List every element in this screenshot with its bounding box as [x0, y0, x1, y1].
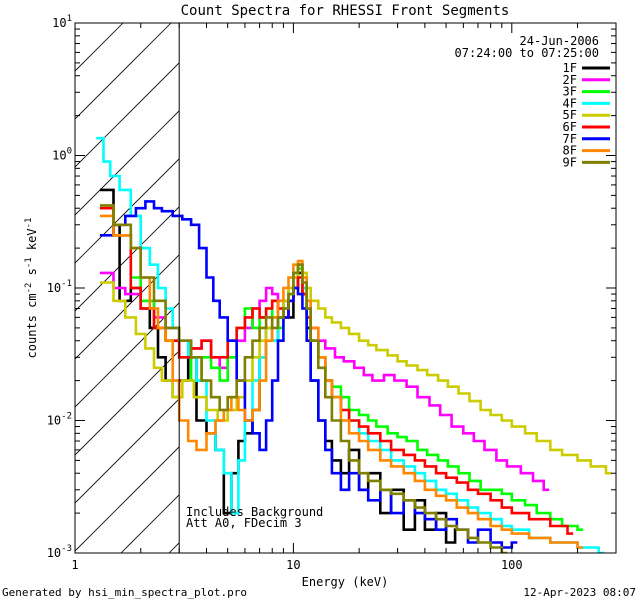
- series-layer: [96, 136, 612, 553]
- timestamp-footer: 12-Apr-2023 08:07: [523, 586, 636, 599]
- series-line-9f: [99, 204, 508, 553]
- y-tick-label: 101: [52, 14, 72, 30]
- hatch-line: [75, 206, 180, 312]
- attenuator-hatch-region: [75, 23, 180, 553]
- y-tick-label: 10-2: [47, 412, 72, 428]
- hatch-line: [75, 254, 180, 360]
- x-tick-label: 10: [286, 558, 300, 572]
- y-tick-label: 10-1: [47, 279, 72, 295]
- hatch-line: [75, 23, 172, 120]
- series-line-6f: [99, 206, 574, 535]
- x-axis-label: Energy (keV): [302, 575, 389, 589]
- legend-label-2f: 2F: [563, 73, 577, 87]
- legend-label-1f: 1F: [563, 61, 577, 75]
- y-axis-label: counts cm-2 s-1 keV-1: [24, 218, 39, 359]
- axis-ticks: [74, 22, 617, 554]
- observation-date: 24-Jun-2006: [520, 34, 599, 48]
- background-note: Includes Background: [186, 505, 323, 519]
- hatch-line: [75, 62, 180, 168]
- legend-label-6f: 6F: [563, 120, 577, 134]
- generated-by-footer: Generated by hsi_min_spectra_plot.pro: [2, 586, 247, 599]
- series-line-7f: [99, 200, 518, 549]
- hatch-line: [75, 110, 180, 216]
- legend-label-4f: 4F: [563, 96, 577, 110]
- y-tick-label: 10-3: [47, 544, 72, 560]
- legend-label-8f: 8F: [563, 144, 577, 158]
- legend-label-9f: 9F: [563, 155, 577, 169]
- y-tick-labels: 10-3 10-2 10-1 100 101: [47, 14, 72, 560]
- hatch-line: [75, 446, 180, 552]
- x-tick-label: 1: [71, 558, 78, 572]
- series-line-5f: [99, 263, 612, 475]
- chart-title: Count Spectra for RHESSI Front Segments: [181, 3, 510, 19]
- x-tick-labels: 1 10 100: [71, 558, 522, 572]
- legend-label-7f: 7F: [563, 132, 577, 146]
- attenuator-note: Att A0, FDecim 3: [186, 516, 302, 530]
- x-tick-label: 100: [501, 558, 523, 572]
- y-tick-label: 100: [52, 147, 72, 163]
- legend-label-3f: 3F: [563, 85, 577, 99]
- legend-label-5f: 5F: [563, 108, 577, 122]
- hatch-line: [75, 398, 180, 504]
- observation-time-range: 07:24:00 to 07:25:00: [455, 46, 600, 60]
